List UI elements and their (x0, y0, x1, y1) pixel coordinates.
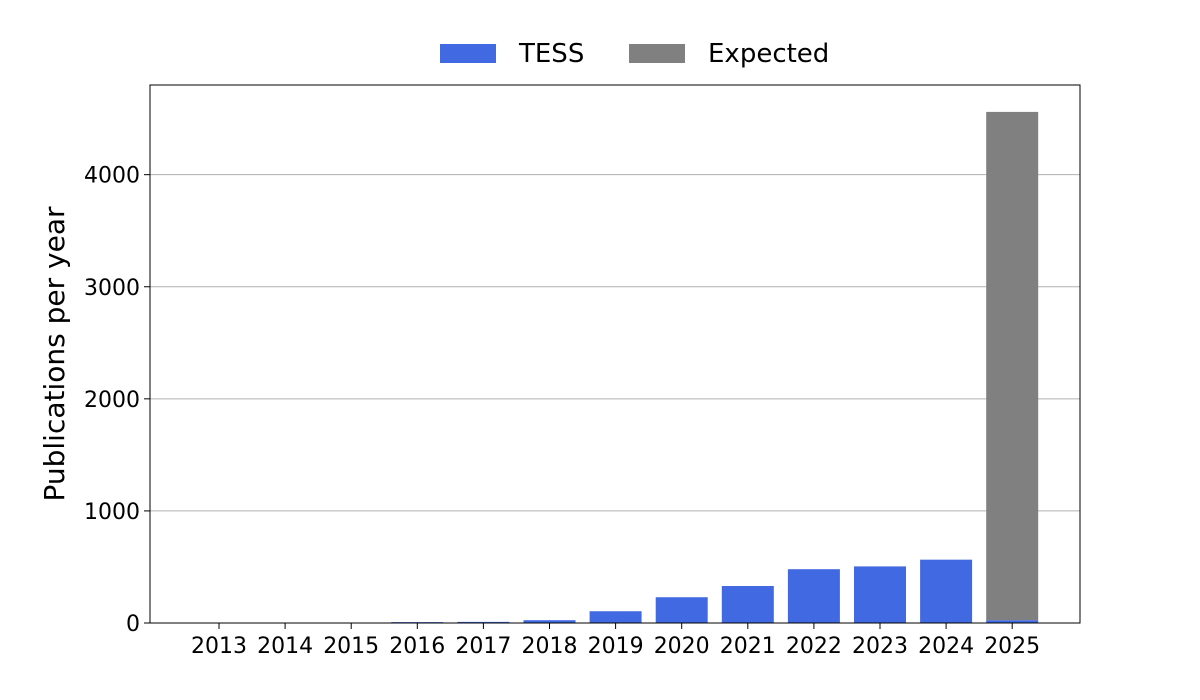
y-tick-label: 4000 (84, 164, 140, 189)
x-tick-label: 2017 (455, 634, 511, 659)
x-tick-label: 2018 (522, 634, 578, 659)
legend-label-expected: Expected (708, 39, 829, 69)
y-tick-label: 2000 (84, 388, 140, 413)
bar-expected-2025 (986, 111, 1039, 621)
bar-tess-2023 (854, 566, 906, 623)
y-tick-label: 0 (126, 612, 140, 637)
x-tick-label: 2023 (852, 634, 908, 659)
x-tick-label: 2019 (588, 634, 644, 659)
plot-frame (149, 84, 1081, 624)
x-tick-label: 2015 (323, 634, 379, 659)
x-tick-label: 2016 (389, 634, 445, 659)
x-tick-label: 2014 (257, 634, 313, 659)
bar-tess-2021 (721, 586, 774, 623)
y-tick-label: 3000 (84, 276, 140, 301)
bar-tess-2020 (655, 597, 708, 623)
legend-swatch-expected (629, 44, 685, 63)
x-tick-label: 2025 (984, 634, 1040, 659)
gridlines (150, 174, 1080, 512)
x-axis-ticks: 2013 2014 2015 2016 2017 2018 2019 2020 2021 2022… (191, 623, 1040, 659)
x-tick-label: 2021 (720, 634, 776, 659)
bar-tess-2017 (457, 621, 510, 623)
legend-label-tess: TESS (518, 39, 584, 69)
legend: TESS Expected (440, 39, 829, 69)
x-tick-label: 2020 (654, 634, 710, 659)
y-tick-label: 1000 (84, 500, 140, 525)
bars (325, 111, 1039, 624)
bar-tess-2018 (523, 620, 576, 623)
x-tick-label: 2022 (786, 634, 842, 659)
legend-swatch-tess (440, 44, 496, 63)
bar-tess-2024 (920, 559, 973, 623)
bar-tess-2025 (986, 620, 1039, 623)
bar-tess-2022 (787, 569, 840, 623)
y-axis-ticks: 0 1000 2000 3000 4000 (84, 164, 150, 637)
x-tick-label: 2013 (191, 634, 247, 659)
x-tick-label: 2024 (918, 634, 974, 659)
bar-tess-2019 (589, 611, 642, 623)
y-axis-label: Publications per year (38, 206, 71, 502)
